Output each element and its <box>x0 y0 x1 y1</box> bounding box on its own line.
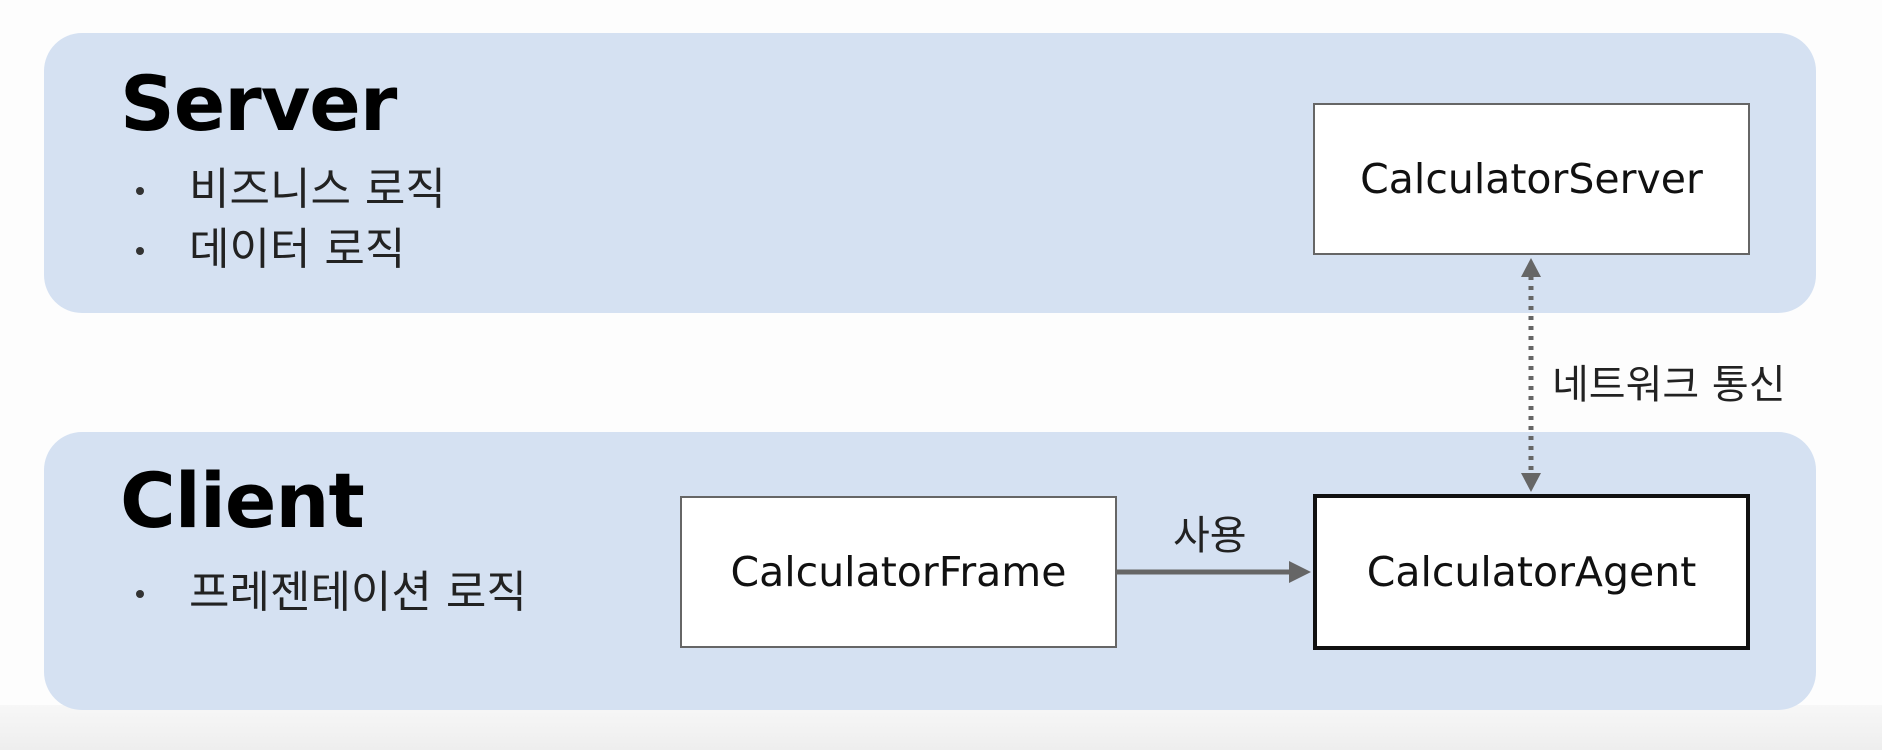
uses-label: 사용 <box>1173 513 1247 559</box>
bullet-text: 데이터 로직 <box>189 224 406 275</box>
arrowhead-right-icon <box>1289 561 1311 583</box>
network-communication-label: 네트워크 통신 <box>1552 362 1786 408</box>
calculator-server-box: CalculatorServer <box>1313 103 1750 255</box>
bullet-text: 프레젠테이션 로직 <box>189 567 527 618</box>
list-item: 프레젠테이션 로직 <box>126 563 527 623</box>
bullet-text: 비즈니스 로직 <box>189 164 446 215</box>
bullet-icon <box>136 247 144 255</box>
calculator-frame-box: CalculatorFrame <box>680 496 1117 648</box>
list-item: 데이터 로직 <box>126 220 446 280</box>
server-responsibility-list: 비즈니스 로직 데이터 로직 <box>126 160 446 280</box>
client-responsibility-list: 프레젠테이션 로직 <box>126 563 527 623</box>
uses-connector <box>1117 561 1311 583</box>
network-connector <box>1521 258 1541 492</box>
server-tier-title: Server <box>120 59 397 148</box>
arrowhead-up-icon <box>1521 258 1541 277</box>
bullet-icon <box>136 590 144 598</box>
client-tier-title: Client <box>120 456 365 545</box>
arrowhead-down-icon <box>1521 473 1541 492</box>
bullet-icon <box>136 187 144 195</box>
background-band <box>0 705 1882 750</box>
calculator-agent-box: CalculatorAgent <box>1313 494 1750 650</box>
list-item: 비즈니스 로직 <box>126 160 446 220</box>
